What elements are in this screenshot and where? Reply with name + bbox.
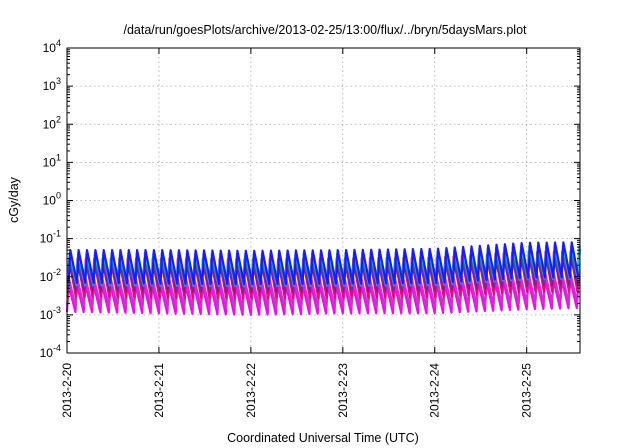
y-tick-label: 10-3 [40,305,61,322]
x-tick-label: 2013-2-24 [428,363,442,418]
y-tick-label: 102 [43,114,61,131]
y-tick-label: 103 [43,76,61,93]
chart-title: /data/run/goesPlots/archive/2013-02-25/1… [123,23,527,37]
y-tick-label: 101 [43,152,61,169]
y-tick-label: 104 [43,38,61,55]
x-tick-label: 2013-2-23 [336,363,350,418]
x-axis-label: Coordinated Universal Time (UTC) [227,431,419,445]
x-tick-label: 2013-2-21 [152,363,166,418]
y-tick-labels: 10-4 10-3 10-2 10-1 100 101 102 103 104 [40,38,61,360]
y-tick-label: 10-2 [40,267,61,284]
y-axis-label: cGy/day [7,176,21,223]
y-tick-label: 10-1 [40,229,61,246]
y-tick-label: 100 [43,191,61,208]
y-tick-label: 10-4 [40,343,61,360]
x-tick-labels: 2013-2-20 2013-2-21 2013-2-22 2013-2-23 2013… [60,363,534,418]
x-tick-label: 2013-2-20 [60,363,74,418]
axis-ticks [66,47,580,354]
x-tick-label: 2013-2-22 [244,363,258,418]
series-group [65,241,581,316]
series-line [67,241,580,286]
x-tick-label: 2013-2-25 [520,363,534,418]
